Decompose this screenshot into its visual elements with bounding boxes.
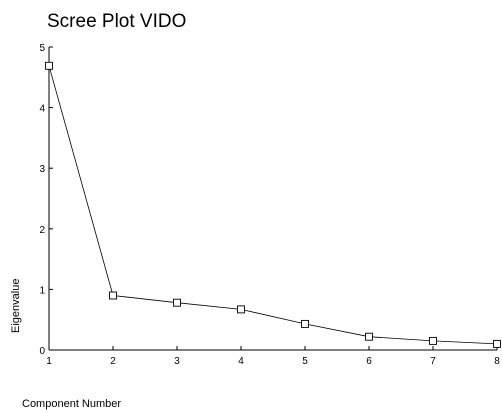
x-axis-label: Component Number — [22, 398, 121, 410]
y-tick-label: 5 — [39, 43, 45, 54]
y-axis-label: Eigenvalue — [10, 279, 22, 333]
y-tick-label: 1 — [39, 285, 45, 296]
data-point-marker — [173, 298, 181, 307]
x-tick-label: 8 — [494, 356, 500, 367]
eigenvalue-series-line — [48, 65, 498, 345]
x-tick-label: 6 — [366, 356, 372, 367]
data-point-marker — [237, 305, 245, 314]
data-point-marker — [45, 61, 53, 70]
y-tick-label: 0 — [39, 346, 45, 357]
data-point-marker — [301, 319, 309, 328]
y-tick-label: 2 — [39, 225, 45, 236]
data-point-marker — [109, 291, 117, 300]
x-ticks: 1 2 3 4 5 6 7 8 — [46, 346, 500, 367]
data-point-marker — [365, 332, 373, 341]
x-tick-label: 2 — [110, 356, 116, 367]
chart-title: Scree Plot VIDO — [47, 11, 186, 32]
x-tick-label: 4 — [238, 356, 244, 367]
x-tick-label: 1 — [46, 356, 52, 367]
axes — [48, 47, 497, 351]
x-tick-label: 5 — [302, 356, 308, 367]
data-point-marker — [429, 336, 437, 345]
x-tick-label: 7 — [430, 356, 436, 367]
data-point-marker — [493, 339, 501, 348]
y-tick-label: 3 — [39, 164, 45, 175]
y-ticks: 0 1 2 3 4 5 — [39, 43, 53, 357]
y-tick-label: 4 — [39, 104, 45, 115]
x-tick-label: 3 — [174, 356, 180, 367]
data-point-markers — [45, 61, 501, 348]
